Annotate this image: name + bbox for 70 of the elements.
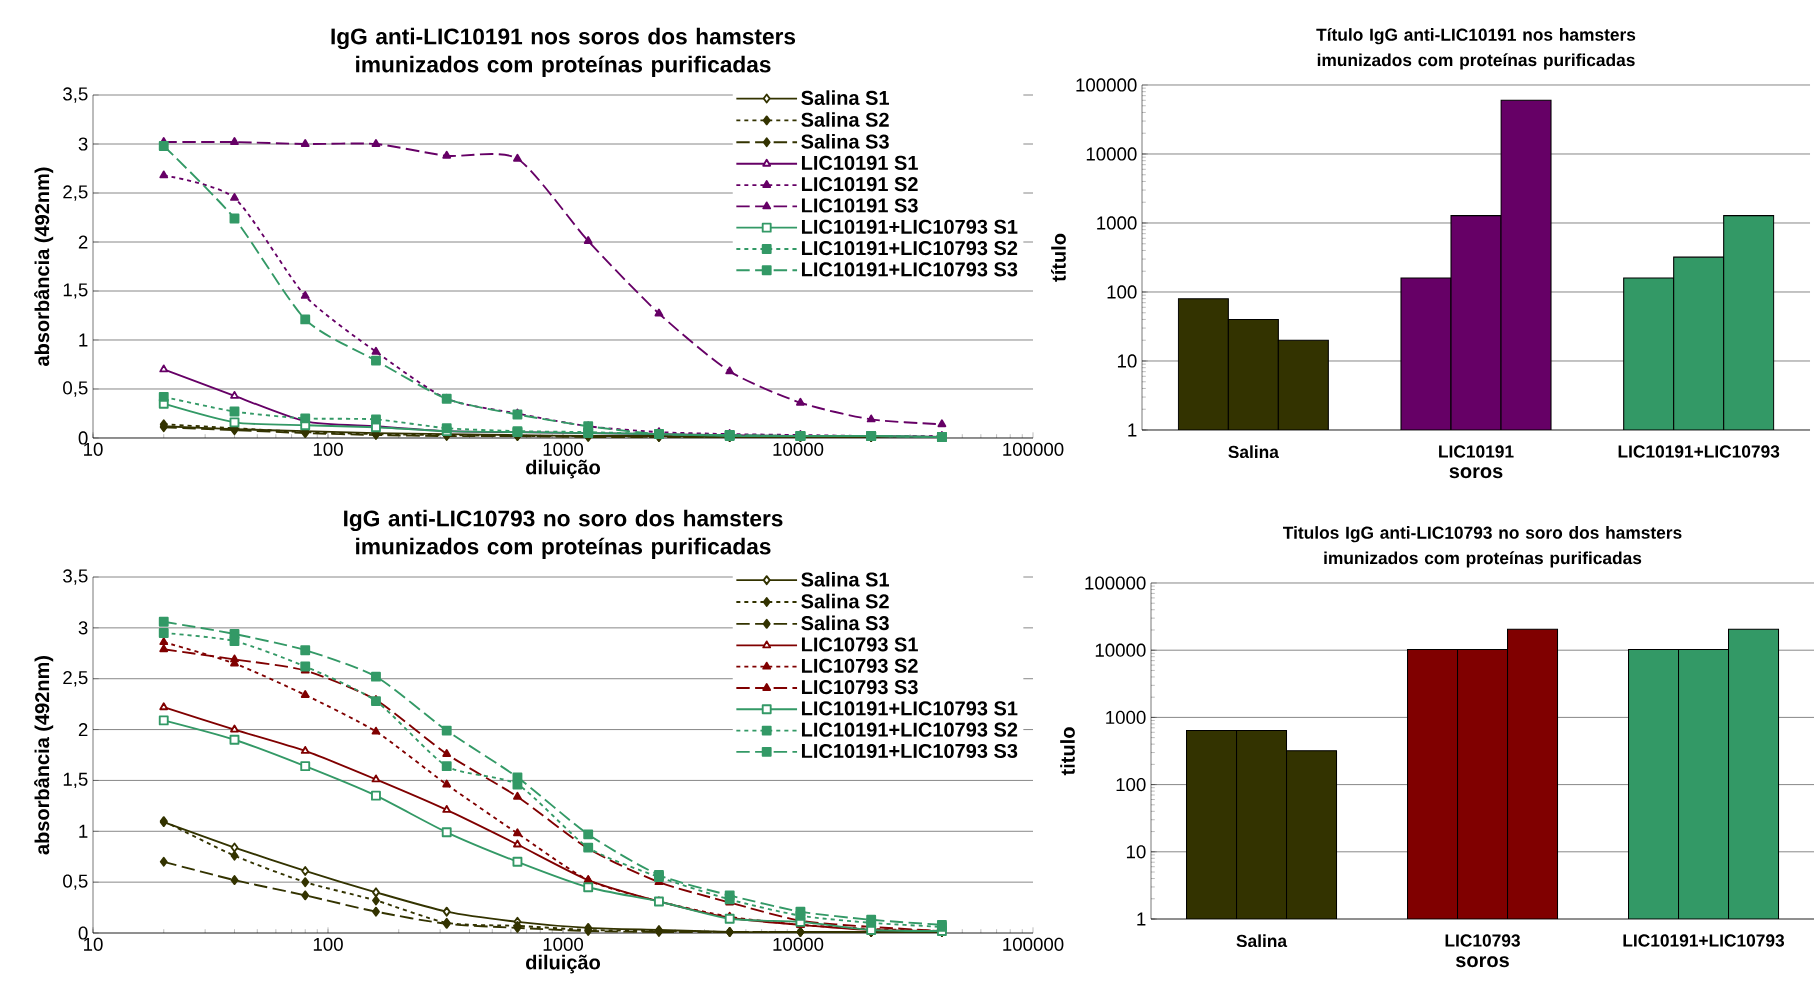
- chart-title: Título IgG anti-LIC10191 nos hamsters imunizados com proteínas purificadas: [1316, 27, 1636, 70]
- x-tick-label: LIC10793: [1445, 934, 1520, 947]
- legend-label: Salina S3: [801, 133, 889, 149]
- y-tick-label: 100000: [1085, 576, 1146, 590]
- legend-label: Salina S1: [801, 90, 890, 105]
- y-tick-label: 3,5: [63, 87, 88, 103]
- x-tick-label: 10000: [773, 937, 824, 951]
- y-tick-label: 3: [78, 137, 88, 151]
- x-tick-label: 10000: [773, 442, 824, 456]
- y-tick-label: 2: [78, 235, 88, 249]
- y-tick-label: 1,5: [63, 283, 88, 299]
- x-tick-label: 100: [313, 937, 343, 951]
- legend-label: LIC10191 S1: [801, 155, 918, 170]
- y-axis-title: absorbância (492nm): [34, 167, 54, 366]
- x-tick-label: LIC10191: [1439, 445, 1514, 458]
- y-tick-label: 1: [79, 824, 88, 838]
- x-tick-label: 1000: [543, 442, 584, 456]
- legend-label: LIC10793 S2: [801, 658, 918, 673]
- legend-label: LIC10793 S1: [801, 637, 918, 652]
- chart-title: IgG anti-LIC10191 nos soros dos hamsters imunizados com proteínas purificadas: [331, 27, 796, 77]
- y-tick-label: 1: [1137, 912, 1146, 926]
- legend-label: LIC10793 S3: [801, 679, 918, 695]
- y-tick-label: 10: [1117, 354, 1137, 368]
- legend-label: Salina S2: [801, 593, 889, 609]
- legend-label: LIC10191+LIC10793 S3: [801, 743, 1018, 759]
- y-tick-label: 1000: [1097, 216, 1137, 230]
- y-tick-label: 2: [78, 723, 88, 737]
- legend-label: LIC10191+LIC10793 S3: [801, 262, 1018, 277]
- legend-label: Salina S2: [801, 112, 889, 127]
- legend-label: LIC10191 S2: [801, 177, 918, 192]
- y-tick-label: 10000: [1086, 147, 1137, 161]
- x-tick-label: LIC10191+LIC10793: [1618, 445, 1780, 458]
- x-axis-title: diluição: [526, 954, 601, 974]
- chart-title: IgG anti-LIC10793 no soro dos hamsters imunizados com proteínas purificadas: [344, 509, 783, 559]
- x-tick-label: 1000: [543, 937, 584, 951]
- y-tick-label: 10000: [1095, 643, 1146, 657]
- x-axis-title: diluição: [526, 459, 601, 479]
- y-tick-label: 10: [1126, 845, 1146, 859]
- y-tick-label: 1: [79, 333, 88, 347]
- y-axis-title: absorbância (492nm): [34, 655, 54, 855]
- x-tick-label: 100: [313, 442, 343, 456]
- y-tick-label: 0,5: [63, 874, 88, 890]
- legend-label: LIC10191+LIC10793 S1: [801, 701, 1018, 716]
- y-axis-title: titulo: [1060, 727, 1075, 776]
- x-tick-label: 100000: [1003, 442, 1064, 456]
- legend-label: Salina S1: [801, 571, 890, 587]
- x-tick-label: LIC10191+LIC10793: [1623, 934, 1785, 947]
- y-tick-label: 2,5: [63, 670, 88, 687]
- x-tick-label: Salina: [1228, 445, 1279, 459]
- legend-label: LIC10191+LIC10793 S2: [801, 240, 1018, 256]
- y-tick-label: 2,5: [63, 185, 88, 201]
- legend-label: Salina S3: [801, 615, 889, 631]
- y-tick-label: 100000: [1076, 78, 1137, 92]
- legend-label: LIC10191 S3: [801, 198, 918, 213]
- x-tick-label: Salina: [1236, 934, 1288, 948]
- x-axis-title: soros: [1455, 956, 1509, 968]
- y-tick-label: 100: [1116, 777, 1146, 792]
- y-tick-label: 1000: [1106, 710, 1146, 725]
- y-tick-label: 3: [78, 621, 88, 635]
- y-tick-label: 1,5: [63, 772, 88, 789]
- y-tick-label: 0,5: [63, 381, 88, 397]
- y-tick-label: 1: [1128, 423, 1137, 437]
- y-tick-label: 100: [1107, 285, 1137, 299]
- x-axis-title: soros: [1449, 467, 1503, 479]
- x-tick-label: 100000: [1003, 937, 1064, 951]
- y-tick-label: 3,5: [63, 569, 88, 585]
- legend-label: LIC10191+LIC10793 S2: [801, 722, 1018, 737]
- y-axis-title: título: [1051, 233, 1066, 282]
- legend-label: LIC10191+LIC10793 S1: [801, 219, 1018, 234]
- chart-title: Titulos IgG anti-LIC10793 no soro dos hamsters imunizados com proteínas purificadas: [1283, 526, 1682, 568]
